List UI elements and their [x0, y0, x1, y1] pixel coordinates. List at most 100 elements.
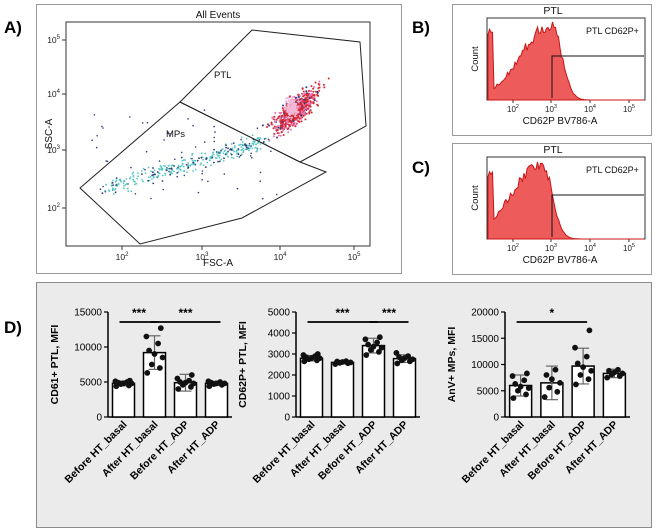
scatter-point: [161, 180, 164, 182]
scatter-point: [309, 109, 312, 112]
scatter-point: [179, 169, 182, 172]
anv-data-point: [619, 370, 626, 377]
scatter-point: [255, 143, 257, 146]
scatter-point: [225, 146, 228, 149]
scatter-point: [263, 138, 266, 140]
cd62p-bar: [299, 357, 324, 418]
scatter-point: [272, 127, 275, 130]
anv-data-point: [604, 374, 611, 381]
scatter-point: [192, 163, 195, 166]
scatter-point: [218, 156, 221, 159]
scatter-point: [276, 193, 278, 196]
scatter-point: [280, 122, 283, 125]
scatter-point: [300, 114, 303, 117]
scatter-point: [309, 100, 312, 103]
scatter-point: [296, 105, 299, 108]
anv-data-point: [588, 367, 595, 374]
anv-data-point: [554, 388, 561, 395]
panel-b-histogram: PTL CD62P BV786-A Count 102 103 104 105 PTL CD6…: [470, 5, 646, 127]
scatter-point: [238, 156, 241, 158]
scatter-point: [284, 125, 287, 128]
scatter-point: [231, 147, 234, 150]
scatter-point: [102, 185, 104, 188]
scatter-point: [198, 157, 200, 160]
scatter-point: [286, 104, 289, 107]
scatter-point: [249, 155, 252, 157]
anv-data-point: [543, 372, 550, 378]
scatter-point: [281, 119, 284, 121]
scatter-point: [184, 159, 187, 161]
panel-b-xtick-label: 105: [623, 104, 635, 114]
panel-c-xlabel: CD62P BV786-A: [523, 255, 598, 266]
cd61-data-point: [143, 333, 150, 340]
scatter-point: [239, 154, 242, 157]
scatter-point: [279, 116, 282, 119]
scatter-point: [245, 146, 248, 149]
scatter-point: [305, 112, 308, 115]
scatter-point: [252, 142, 255, 145]
panel-label-a: A): [4, 18, 22, 37]
scatter-point: [177, 171, 180, 173]
panel-b-xtick-label: 104: [584, 104, 596, 114]
scatter-point: [212, 152, 215, 154]
panel-b-histogram-area: [487, 21, 644, 101]
cd61-data-point: [159, 354, 166, 361]
cd61-data-point: [157, 365, 163, 371]
scatter-point: [205, 158, 208, 160]
scatter-point: [261, 124, 264, 127]
scatter-point: [290, 116, 293, 119]
scatter-point: [135, 182, 138, 185]
scatter-point: [299, 99, 302, 102]
scatter-point: [259, 180, 262, 182]
scatter-point: [132, 175, 135, 178]
cd62p-ytick-label: 5000: [268, 308, 291, 319]
panel-b-ylabel: Count: [470, 46, 481, 72]
scatter-point: [176, 172, 179, 174]
anv-ytick-label: 10000: [471, 360, 499, 371]
scatter-point: [309, 103, 311, 106]
scatter-plot-area: [65, 21, 371, 247]
scatter-point: [317, 83, 320, 85]
scatter-point: [247, 144, 250, 147]
anv-data-point: [615, 366, 621, 373]
scatter-point: [293, 124, 296, 127]
cd62p-data-point: [374, 339, 380, 346]
scatter-point: [248, 147, 251, 150]
scatter-point: [161, 167, 164, 170]
scatter-xtick-label: 105: [348, 252, 361, 262]
scatter-point: [250, 152, 252, 155]
scatter-point: [196, 159, 199, 162]
scatter-point: [202, 158, 205, 161]
scatter-point: [181, 159, 184, 162]
scatter-point: [274, 111, 277, 114]
scatter-point: [300, 97, 303, 100]
scatter-point: [170, 167, 173, 170]
scatter-point: [152, 173, 155, 176]
scatter-point: [169, 173, 172, 176]
scatter-point: [125, 178, 128, 180]
scatter-point: [312, 96, 315, 99]
scatter-point: [276, 117, 279, 120]
scatter-point: [293, 95, 296, 98]
scatter-point: [178, 167, 180, 170]
scatter-point: [296, 116, 299, 119]
scatter-point: [316, 103, 319, 106]
scatter-point: [161, 174, 164, 177]
scatter-point: [112, 193, 115, 195]
scatter-point: [288, 119, 291, 122]
scatter-point: [303, 98, 306, 101]
scatter-point: [279, 127, 282, 130]
scatter-xlabel: FSC-A: [203, 258, 233, 269]
scatter-point: [285, 113, 288, 116]
scatter-point: [99, 188, 102, 190]
scatter-point: [294, 104, 297, 107]
scatter-point: [120, 180, 122, 183]
scatter-point: [131, 172, 134, 175]
scatter-point: [266, 126, 268, 128]
cd62p-data-point: [378, 344, 385, 351]
scatter-point: [91, 139, 93, 141]
scatter-point: [283, 110, 286, 113]
scatter-point: [304, 107, 307, 110]
scatter-point: [303, 104, 306, 107]
